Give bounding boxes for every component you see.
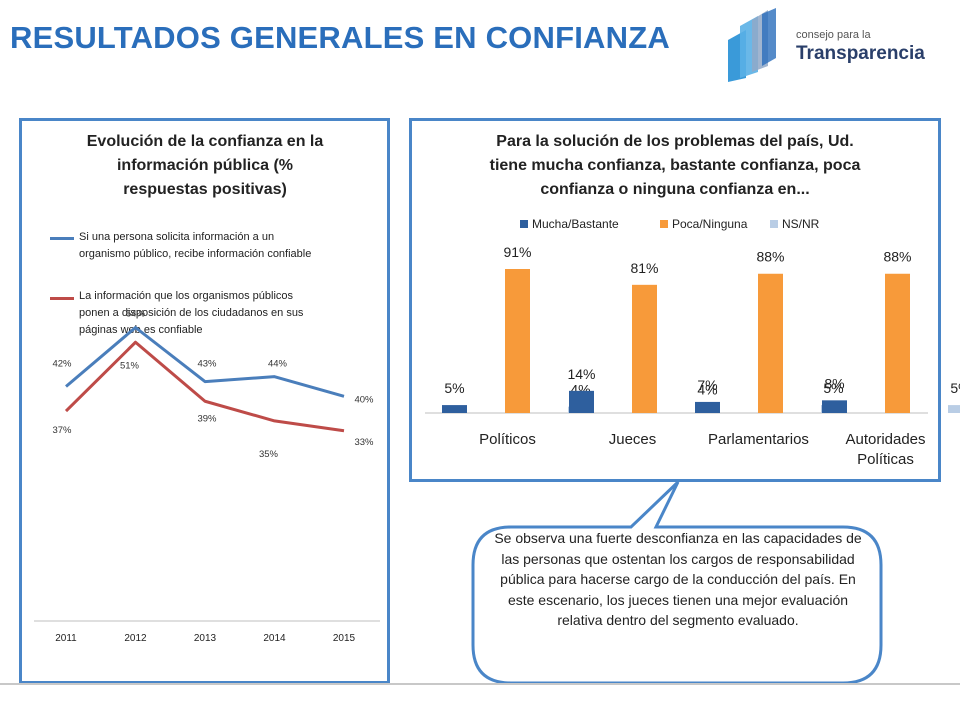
legend-series2-line: ponen a disposición de los ciudadanos en… <box>79 307 304 319</box>
data-label: 51% <box>120 360 140 371</box>
legend-series1: Si una persona solicita información a un… <box>79 229 311 263</box>
series-line-1 <box>65 326 345 398</box>
bar-chart-title: Para la solución de los problemas del pa… <box>440 130 910 202</box>
bar-chart-title-line: confianza o ninguna confianza en... <box>540 181 810 198</box>
legend-swatch <box>770 220 778 228</box>
bar <box>695 401 720 413</box>
line-chart-title-line: información pública (% <box>116 157 293 174</box>
line-chart-title-line: respuestas positivas) <box>123 181 287 198</box>
x-tick-label: Jueces <box>609 431 657 448</box>
data-label: 35% <box>259 449 279 460</box>
data-label: 54% <box>126 309 146 320</box>
legend-series1-line: Si una persona solicita información a un <box>79 231 275 243</box>
legend-label: Mucha/Bastante <box>532 217 619 231</box>
x-tick-label: Políticas <box>857 451 914 468</box>
bar-chart-title-line: Para la solución de los problemas del pa… <box>496 133 854 150</box>
legend-swatch <box>520 220 528 228</box>
callout-bubble <box>471 480 883 685</box>
legend-label: NS/NR <box>782 217 820 231</box>
transparency-logo-icon <box>728 8 776 82</box>
data-label: 40% <box>354 394 374 405</box>
bar <box>632 284 657 413</box>
bar-chart-panel <box>409 118 941 482</box>
legend-series2: La información que los organismos públic… <box>79 288 303 339</box>
data-label: 91% <box>503 244 531 260</box>
data-label: 5% <box>444 380 464 396</box>
data-label: 7% <box>697 377 717 393</box>
legend-swatch <box>660 220 668 228</box>
bar <box>885 273 910 413</box>
logo-line1: consejo para la <box>796 29 871 41</box>
series-line-2 <box>64 340 345 433</box>
bar-chart-title-line: tiene mucha confianza, bastante confianz… <box>489 157 861 174</box>
data-label: 81% <box>630 260 658 276</box>
legend-series2-line: La información que los organismos públic… <box>79 290 294 302</box>
data-label: 4% <box>697 382 717 398</box>
data-label: 5% <box>823 380 843 396</box>
legend-swatch-series1 <box>50 237 74 240</box>
data-label: 42% <box>52 359 72 370</box>
page-title: RESULTADOS GENERALES EN CONFIANZA <box>10 20 670 55</box>
data-label: 88% <box>883 249 911 265</box>
legend-label: Poca/Ninguna <box>672 217 748 231</box>
x-tick-label: 2015 <box>333 633 356 644</box>
legend-series1-line: organismo público, recibe información co… <box>79 248 312 260</box>
data-label: 37% <box>52 425 72 436</box>
bar <box>822 400 847 413</box>
x-tick-label: 2014 <box>263 633 286 644</box>
footer-divider <box>0 683 960 685</box>
data-label: 5% <box>950 380 960 396</box>
x-tick-label: Autoridades <box>845 431 925 448</box>
bar <box>569 390 594 413</box>
x-tick-label: Parlamentarios <box>708 431 809 448</box>
bar <box>758 273 783 413</box>
x-tick-label: 2013 <box>194 633 217 644</box>
logo-line2: Transparencia <box>796 43 925 64</box>
callout-text: Se observa una fuerte desconfianza en la… <box>494 530 862 628</box>
data-label: 44% <box>268 359 288 370</box>
x-tick-label: 2011 <box>55 633 77 644</box>
data-label: 8% <box>824 375 844 391</box>
data-label: 39% <box>197 413 217 424</box>
line-chart-title: Evolución de la confianza en la informac… <box>40 130 370 202</box>
data-label: 14% <box>567 366 595 382</box>
x-tick-label: 2012 <box>124 633 147 644</box>
bar <box>948 405 960 413</box>
bar <box>442 405 467 413</box>
bar <box>505 269 530 413</box>
data-label: 33% <box>354 437 374 448</box>
legend-swatch-series2 <box>50 297 74 300</box>
data-label: 88% <box>756 249 784 265</box>
data-label: 43% <box>197 359 217 370</box>
x-tick-label: Políticos <box>479 431 536 448</box>
line-chart-title-line: Evolución de la confianza en la <box>86 133 324 150</box>
